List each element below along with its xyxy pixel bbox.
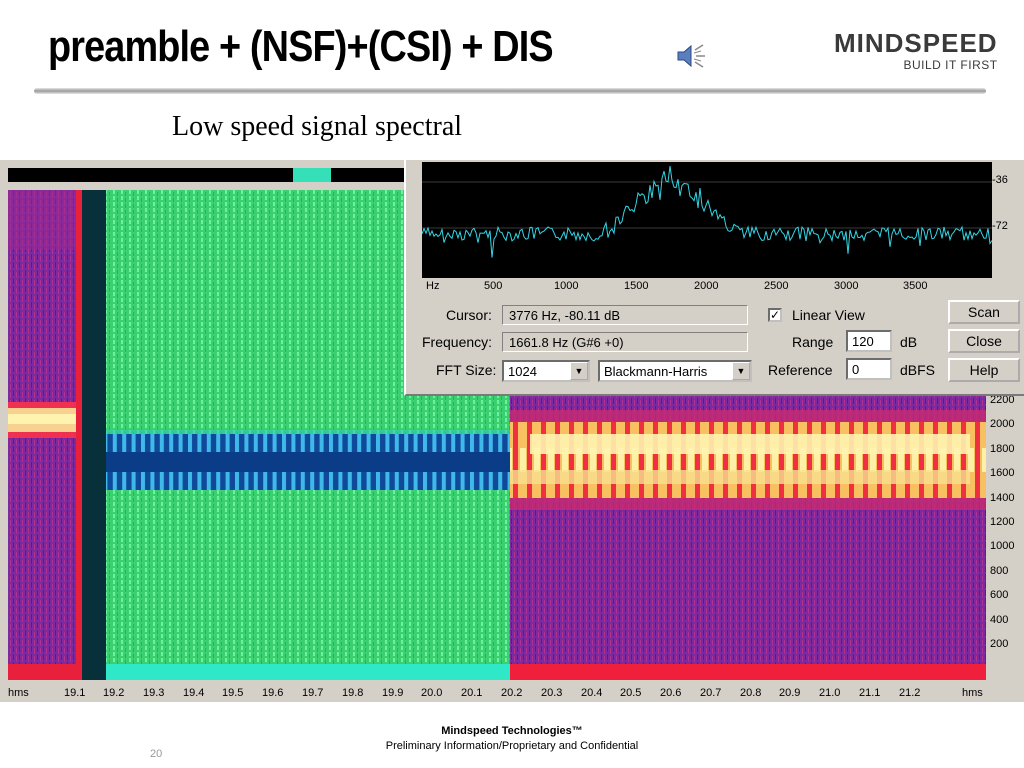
time-tick: 20.7 (700, 687, 722, 699)
fft-y-tick: -36 (992, 174, 1008, 186)
frequency-tick: 1600 (990, 467, 1015, 480)
time-tick: 21.2 (899, 687, 921, 699)
fft-x-tick: 2000 (694, 280, 719, 292)
time-tick: 20.8 (740, 687, 762, 699)
time-tick: 19.4 (183, 687, 205, 699)
dropdown-arrow-icon[interactable]: ▼ (732, 362, 750, 380)
spectrum-analyzer-screenshot: 2200 2000 1800 1600 1400 1200 1000 800 600 400 200… (0, 160, 1024, 702)
footer-company: Mindspeed Technologies™ (441, 725, 583, 737)
fft-plot[interactable] (422, 162, 992, 278)
fft-x-tick: Hz (426, 280, 440, 292)
dropdown-arrow-icon[interactable]: ▼ (570, 362, 588, 380)
frequency-tick: 1200 (990, 516, 1015, 528)
reference-label: Reference (768, 362, 833, 378)
time-tick: 19.3 (143, 687, 165, 699)
fft-y-tick: -72 (992, 220, 1008, 232)
range-input[interactable]: 120 (846, 330, 892, 352)
linear-view-checkbox[interactable]: ✓ (768, 308, 782, 322)
page-number: 20 (150, 748, 163, 760)
reference-input[interactable]: 0 (846, 358, 892, 380)
frequency-field: 1661.8 Hz (G#6 +0) (502, 332, 748, 352)
fft-x-tick: 500 (484, 280, 503, 292)
close-button[interactable]: Close (948, 329, 1020, 353)
reference-unit: dBFS (900, 362, 936, 378)
time-tick: 19.5 (222, 687, 244, 699)
cursor-label: Cursor: (446, 307, 492, 323)
window-type-value: Blackmann-Harris (604, 364, 708, 379)
time-tick: 20.9 (779, 687, 801, 699)
fft-x-tick: 1500 (624, 280, 649, 292)
time-tick: 20.2 (501, 687, 523, 699)
window-type-select[interactable]: Blackmann-Harris ▼ (598, 360, 752, 382)
mindspeed-logo: MINDSPEED BUILD IT FIRST (834, 30, 998, 72)
frequency-tick: 1800 (990, 442, 1015, 455)
time-tick: 20.3 (541, 687, 563, 699)
help-button[interactable]: Help (948, 358, 1020, 382)
time-tick: 20.6 (660, 687, 682, 699)
frequency-tick: 800 (990, 564, 1009, 577)
time-axis: hms 19.1 19.2 19.3 19.4 19.5 19.6 19.7 19.8 19.9 2… (0, 680, 1024, 702)
time-tick: 21.0 (819, 687, 841, 699)
speaker-icon[interactable] (676, 40, 708, 72)
fft-size-select[interactable]: 1024 ▼ (502, 360, 590, 382)
time-tick: 19.6 (262, 687, 284, 699)
logo-tagline: BUILD IT FIRST (903, 58, 998, 72)
fft-x-tick: 3000 (834, 280, 859, 292)
frequency-label: Frequency: (422, 334, 493, 350)
time-tick: 20.1 (461, 687, 483, 699)
frequency-tick: 600 (990, 589, 1009, 602)
frequency-tick: 2000 (990, 418, 1015, 431)
frequency-tick: 1000 (990, 540, 1015, 553)
frequency-tick: 200 (990, 638, 1009, 650)
fft-x-tick: 1000 (554, 280, 579, 292)
frequency-tick: 2200 (990, 394, 1015, 406)
time-overview-strip[interactable] (8, 168, 406, 182)
frequency-axis: 2200 2000 1800 1600 1400 1200 1000 800 600 400 200 (986, 390, 1024, 680)
range-label: Range (792, 334, 834, 350)
time-tick: 19.8 (342, 687, 364, 699)
time-tick: 19.7 (302, 687, 324, 699)
cursor-field: 3776 Hz, -80.11 dB (502, 305, 748, 325)
linear-view-label: Linear View (792, 307, 865, 323)
time-tick: 21.1 (859, 687, 881, 699)
fft-size-label: FFT Size: (436, 362, 497, 378)
fft-x-tick: 3500 (903, 280, 928, 292)
time-tick: 19.2 (103, 687, 125, 699)
time-tick: 20.5 (620, 687, 642, 699)
fft-x-tick: 2500 (764, 280, 789, 292)
slide-subtitle: Low speed signal spectral (172, 111, 463, 142)
slide-title: preamble + (NSF)+(CSI) + DIS (48, 22, 554, 71)
time-overview-selection[interactable] (293, 168, 331, 182)
time-tick: 20.0 (421, 687, 443, 699)
time-tick: 20.4 (581, 687, 603, 699)
spectrum-window: -36 -72 Hz 500 1000 1500 2000 2500 3000 3500 Cu… (404, 160, 1024, 396)
logo-word: MINDSPEED (834, 28, 998, 58)
scan-button[interactable]: Scan (948, 300, 1020, 324)
time-tick: hms (962, 687, 983, 699)
footer-confidential: Preliminary Information/Proprietary and … (385, 740, 639, 752)
time-tick: 19.9 (382, 687, 404, 699)
frequency-tick: 400 (990, 613, 1009, 626)
time-tick: 19.1 (64, 687, 86, 699)
spectrogram[interactable] (0, 190, 986, 680)
title-divider (34, 88, 986, 94)
range-unit: dB (900, 334, 918, 350)
fft-size-value: 1024 (508, 364, 537, 379)
time-tick: hms (8, 687, 29, 699)
frequency-tick: 1400 (990, 491, 1015, 504)
